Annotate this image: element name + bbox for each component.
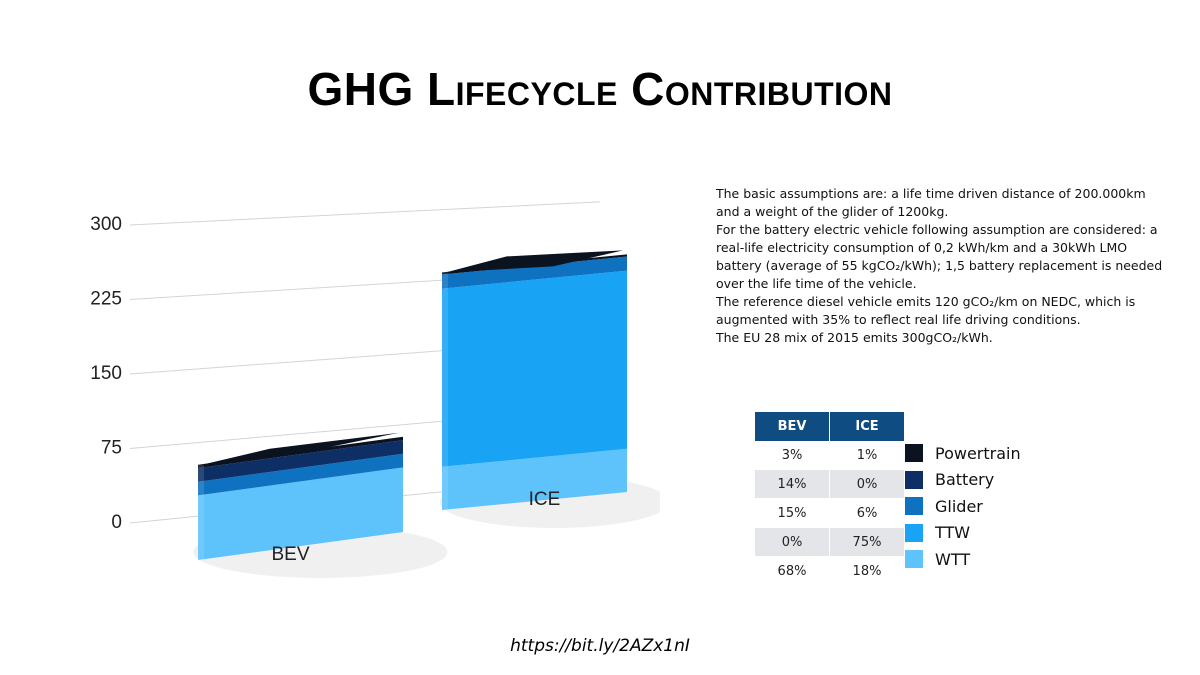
bar-segment-ttw — [442, 270, 627, 467]
x-tick-label: BEV — [271, 544, 309, 565]
chart-legend: Powertrain Battery Glider TTW WTT — [905, 440, 1021, 573]
legend-item-powertrain: Powertrain — [905, 440, 1021, 467]
legend-swatch — [905, 497, 923, 516]
bar-segment-wtt — [442, 448, 627, 510]
bar-segment-wtt — [198, 467, 403, 560]
table-cell: 18% — [829, 556, 905, 586]
bar-segment-battery — [198, 440, 403, 482]
legend-swatch — [905, 470, 923, 489]
x-tick-label: ICE — [529, 489, 561, 510]
share-table: BEV ICE 3% 1% 14% 0% 15% 6% 0% 75% 68% 1… — [755, 412, 905, 586]
table-cell: 15% — [755, 498, 830, 528]
table-cell: 1% — [829, 441, 905, 470]
legend-label: WTT — [935, 549, 971, 569]
legend-label: Battery — [935, 470, 995, 490]
page-title: GHG Lifecycle Contribution — [307, 63, 893, 115]
y-tick-label: 300 — [90, 214, 122, 235]
table-row: 15% 6% — [755, 498, 905, 528]
legend-label: Powertrain — [935, 443, 1021, 463]
y-tick-label: 150 — [90, 363, 122, 384]
assumption-line: The EU 28 mix of 2015 emits 300gCO₂/kWh. — [716, 330, 993, 345]
source-url[interactable]: https://bit.ly/2AZx1nI — [510, 636, 690, 656]
legend-item-wtt: WTT — [905, 546, 1021, 573]
gridline — [129, 201, 601, 226]
legend-item-battery: Battery — [905, 467, 1021, 494]
table-row: 14% 0% — [755, 469, 905, 499]
table-cell: 14% — [755, 469, 830, 499]
table-header-ice: ICE — [829, 412, 905, 441]
legend-item-glider: Glider — [905, 493, 1021, 520]
bar-top-cap — [446, 250, 623, 273]
bar-segment-glider — [442, 256, 627, 289]
table-row: 0% 75% — [755, 527, 905, 557]
y-tick-label: 225 — [90, 289, 122, 310]
table-header-bev: BEV — [755, 412, 830, 441]
bar-segment-glider — [198, 453, 403, 496]
legend-label: Glider — [935, 496, 983, 516]
table-cell: 0% — [755, 527, 830, 557]
assumption-line: For the battery electric vehicle followi… — [716, 222, 1163, 291]
y-tick-label: 75 — [101, 438, 122, 459]
legend-swatch — [905, 523, 923, 542]
bar-segment-powertrain — [198, 436, 403, 469]
table-cell: 6% — [829, 498, 905, 528]
table-row: 3% 1% — [755, 441, 905, 470]
table-cell: 75% — [829, 527, 905, 557]
table-cell: 0% — [829, 469, 905, 499]
legend-label: TTW — [935, 523, 971, 543]
legend-swatch — [905, 444, 923, 463]
stacked-bar-chart: 0 75 150 225 300 BEV ICE — [90, 201, 660, 578]
assumption-line: The basic assumptions are: a life time d… — [716, 186, 1146, 219]
assumptions-text: The basic assumptions are: a life time d… — [716, 185, 1166, 347]
legend-swatch — [905, 550, 923, 569]
bar-edge-highlight — [442, 272, 448, 510]
assumption-line: The reference diesel vehicle emits 120 g… — [716, 294, 1136, 327]
y-tick-label: 0 — [111, 512, 122, 533]
legend-item-ttw: TTW — [905, 520, 1021, 547]
bar-edge-highlight — [198, 464, 204, 560]
table-row: 68% 18% — [755, 556, 905, 586]
bar-top-cap — [202, 432, 399, 465]
table-cell: 3% — [755, 441, 830, 470]
table-cell: 68% — [755, 556, 830, 586]
